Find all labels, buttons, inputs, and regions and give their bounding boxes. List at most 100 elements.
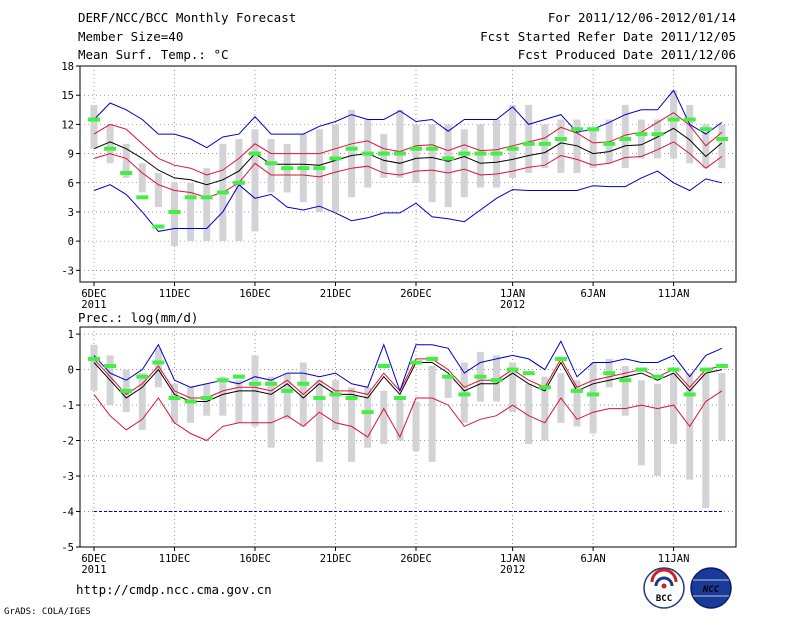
precip-ensemble-box xyxy=(525,383,533,445)
precip-observed-mark xyxy=(265,381,278,386)
precip-observed-mark xyxy=(393,395,406,400)
precip-ensemble-box xyxy=(509,362,517,413)
precip-ensemble-box xyxy=(412,401,420,452)
temp-observed-mark xyxy=(377,151,390,156)
precip-ensemble-box xyxy=(670,373,678,445)
temp-xtick-year: 2011 xyxy=(81,299,106,311)
temp-ensemble-box xyxy=(122,143,130,178)
temp-ensemble-box xyxy=(670,90,678,159)
precip-ensemble-box xyxy=(541,376,549,441)
precip-observed-mark xyxy=(587,392,600,397)
temp-observed-mark xyxy=(152,224,165,229)
precip-ensemble-box xyxy=(283,373,291,420)
temp-ytick-label: 18 xyxy=(61,61,74,73)
precip-observed-mark xyxy=(442,374,455,379)
temp-ens-mean-line xyxy=(93,127,723,186)
precip-observed-mark xyxy=(377,364,390,369)
temp-observed-mark xyxy=(136,195,149,200)
precip-observed-mark xyxy=(603,371,616,376)
precip-observed-mark xyxy=(667,367,680,372)
temp-observed-mark xyxy=(699,127,712,132)
precip-observed-mark xyxy=(506,367,519,372)
temp-observed-mark xyxy=(232,180,245,185)
precip-observed-mark xyxy=(651,374,664,379)
temp-observed-mark xyxy=(667,117,680,122)
precip-ensemble-box xyxy=(171,383,178,423)
precip-ytick-label: -3 xyxy=(61,471,74,483)
precip-observed-mark xyxy=(345,395,358,400)
temp-xtick-year: 2012 xyxy=(500,299,525,311)
temp-observed-mark xyxy=(651,132,664,137)
precip-ensemble-box xyxy=(235,380,243,423)
temp-observed-mark xyxy=(474,151,487,156)
temp-ensemble-box xyxy=(396,109,404,178)
precip-observed-mark xyxy=(104,364,117,369)
precip-xtick-label: 11JAN xyxy=(658,553,690,565)
precip-observed-mark xyxy=(538,385,551,390)
precip-upper-outer-line xyxy=(93,340,723,393)
precip-observed-mark xyxy=(168,395,181,400)
temp-ensemble-box xyxy=(380,134,388,178)
temp-xtick-label: 26DEC xyxy=(400,288,432,300)
temp-ensemble-box xyxy=(686,104,694,164)
temp-ensemble-box xyxy=(428,124,436,203)
temp-ensemble-box xyxy=(509,104,517,178)
precip-ensemble-box xyxy=(718,373,726,441)
temp-observed-mark xyxy=(120,171,133,176)
precip-ensemble-box xyxy=(315,380,323,462)
temp-observed-mark xyxy=(619,136,632,141)
precip-xtick-label: 11DEC xyxy=(159,553,191,565)
temp-xtick-label: 21DEC xyxy=(320,288,352,300)
precip-observed-mark xyxy=(329,392,342,397)
precip-ensemble-box xyxy=(444,376,452,398)
temp-observed-mark xyxy=(538,141,551,146)
temp-ensemble-box xyxy=(187,182,195,242)
precip-xtick-label: 1JAN xyxy=(500,553,525,565)
precip-ensemble-box xyxy=(380,390,388,445)
precip-observed-mark xyxy=(426,356,439,361)
temp-observed-mark xyxy=(554,136,567,141)
temp-observed-mark xyxy=(168,209,181,214)
temp-ensemble-box xyxy=(654,119,661,159)
temp-observed-mark xyxy=(361,151,374,156)
precip-ensemble-box xyxy=(90,344,98,391)
precip-ens-mean-line xyxy=(93,361,723,402)
temp-observed-mark xyxy=(410,146,422,151)
temp-ensemble-box xyxy=(637,119,645,159)
precip-observed-mark xyxy=(571,388,583,393)
precip-xtick-year: 2012 xyxy=(500,564,525,576)
temp-ensemble-box xyxy=(235,138,243,242)
temp-ensemble-box xyxy=(541,124,549,169)
precip-ytick-label: 1 xyxy=(68,329,74,341)
precip-observed-mark xyxy=(216,378,229,383)
precip-ensemble-box xyxy=(702,373,710,508)
precip-ensemble-box xyxy=(396,397,404,441)
grads-credit: GrADS: COLA/IGES xyxy=(4,607,91,617)
temp-ytick-label: 3 xyxy=(68,207,74,219)
temp-xtick-label: 11DEC xyxy=(159,288,191,300)
temp-xtick-label: 1JAN xyxy=(500,288,525,300)
temp-ensemble-box xyxy=(138,163,146,193)
precip-observed-mark xyxy=(313,395,326,400)
precip-ensemble-box xyxy=(637,380,645,466)
precip-xtick-year: 2011 xyxy=(81,564,106,576)
precip-lower-inner-line xyxy=(93,390,723,442)
temp-ensemble-box xyxy=(315,129,323,212)
precip-observed-mark xyxy=(88,356,100,361)
precip-xtick-label: 6JAN xyxy=(580,553,605,565)
temp-ensemble-box xyxy=(90,104,98,149)
temp-observed-mark xyxy=(587,127,600,132)
temp-ytick-label: 0 xyxy=(68,236,74,248)
temp-ensemble-box xyxy=(348,109,356,198)
temp-upper-outer-line xyxy=(93,89,723,149)
temp-ytick-label: 15 xyxy=(61,90,74,102)
temp-observed-mark xyxy=(683,117,696,122)
precip-frame xyxy=(79,326,737,548)
precip-observed-mark xyxy=(361,410,374,415)
temp-xtick-label: 16DEC xyxy=(239,288,271,300)
precip-observed-mark xyxy=(281,388,294,393)
temp-ensemble-box xyxy=(460,129,468,198)
temp-ensemble-box xyxy=(557,119,565,174)
temp-observed-mark xyxy=(522,141,535,146)
